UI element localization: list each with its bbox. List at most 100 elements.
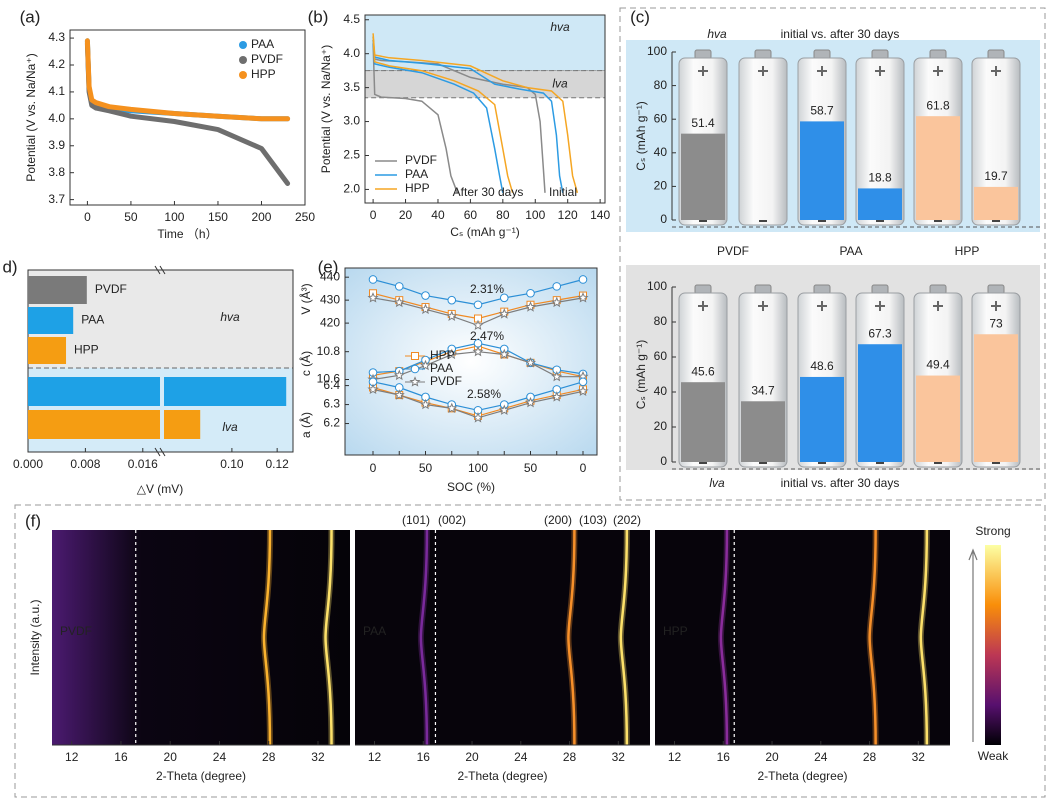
peak-label: (202) <box>613 513 641 527</box>
x-tick-label: 50 <box>419 461 433 475</box>
plot-frame <box>69 29 306 206</box>
y-axis-label: Potential (V vs. Na/Na⁺) <box>319 45 333 173</box>
x-tick-label: 140 <box>590 208 610 222</box>
peak <box>919 529 929 746</box>
marker <box>524 356 537 368</box>
x-tick-label: 150 <box>208 210 228 224</box>
y-tick-label: 20 <box>654 419 668 433</box>
marker <box>367 383 379 395</box>
subplot-title: initial vs. after 30 days <box>781 476 900 490</box>
value-label: 51.4 <box>691 116 715 130</box>
y-tick-label: 60 <box>654 111 668 125</box>
marker <box>526 288 535 298</box>
peak <box>262 529 272 746</box>
y-tick-label: 10.6 <box>317 372 341 386</box>
x-tick-label: 24 <box>514 750 528 764</box>
peak <box>868 529 877 746</box>
marker <box>578 377 588 387</box>
marker <box>367 292 379 303</box>
value-label: 34.7 <box>751 383 775 397</box>
panel-label: (b) <box>308 7 329 26</box>
x-tick-label: 24 <box>213 750 227 764</box>
x-axis-label: Cₛ (mAh g⁻¹) <box>450 225 519 239</box>
y-tick-label: 3.7 <box>48 192 65 206</box>
annotation: 2.58% <box>467 387 501 401</box>
marker <box>551 391 563 402</box>
legend-label: PAA <box>430 361 453 375</box>
region <box>364 70 606 99</box>
value-label: 49.4 <box>926 358 950 372</box>
panel-label: (e) <box>318 257 339 276</box>
bar <box>681 382 725 462</box>
annotation: 2.31% <box>470 282 504 296</box>
heatmap-label: PVDF <box>60 624 92 638</box>
marker <box>368 275 378 284</box>
marker <box>499 293 509 303</box>
legend-label: HPP <box>405 181 430 195</box>
y-tick-label: 40 <box>654 145 668 159</box>
legend-marker <box>411 352 419 360</box>
value-label: 19.7 <box>984 169 1008 183</box>
y-tick-label: 2.0 <box>343 182 360 196</box>
x-tick-label: 32 <box>612 750 626 764</box>
marker <box>498 308 510 319</box>
peak <box>419 529 429 746</box>
marker <box>446 402 458 414</box>
battery-plus <box>817 301 827 311</box>
legend-marker <box>409 376 421 387</box>
x-tick-label: 40 <box>431 208 445 222</box>
battery-plus <box>758 66 768 76</box>
legend-marker <box>410 364 420 374</box>
x-tick-label: 20 <box>164 750 178 764</box>
x-tick-label: 12 <box>668 750 682 764</box>
peak-label: (200) <box>544 513 572 527</box>
y-tick-label: 6.4 <box>323 378 340 392</box>
peak <box>567 529 576 746</box>
x-tick-label: 0.10 <box>220 457 244 471</box>
bar <box>28 337 67 364</box>
subplot-label: hva <box>707 27 727 41</box>
x-tick-label: 24 <box>814 750 828 764</box>
x-axis-label: 2-Theta (degree) <box>757 769 847 783</box>
series-line <box>372 40 546 193</box>
bar <box>974 186 1018 220</box>
marker <box>498 404 510 415</box>
panel-c-box <box>619 7 1046 501</box>
marker <box>473 300 483 310</box>
legend-label: PVDF <box>251 52 283 66</box>
marker <box>419 303 432 315</box>
marker <box>472 345 484 357</box>
battery-plus <box>875 66 885 76</box>
x-tick-label: 16 <box>114 750 128 764</box>
bar <box>916 375 960 462</box>
group-label: hva <box>220 310 240 324</box>
subplot-label: lva <box>709 476 725 490</box>
legend-marker <box>239 56 247 64</box>
y-tick-label: 3.9 <box>48 138 65 152</box>
y-axis-label: c (Å) <box>298 351 313 376</box>
peak-label: (101) <box>402 513 430 527</box>
battery-body <box>738 57 788 226</box>
x-tick-label: 12 <box>65 750 79 764</box>
x-tick-label: 16 <box>417 750 431 764</box>
battery-plus <box>991 301 1001 311</box>
legend-label: HPP <box>430 348 455 362</box>
bar <box>800 121 844 220</box>
y-tick-label: 3.5 <box>343 80 360 94</box>
y-tick-label: 10.8 <box>317 344 341 358</box>
colorbar-arrow <box>968 548 978 742</box>
battery-plus <box>698 66 708 76</box>
y-tick-label: 40 <box>654 384 668 398</box>
y-tick-label: 60 <box>654 349 668 363</box>
y-tick-label: 4.0 <box>48 111 65 125</box>
y-tick-label: 420 <box>320 315 340 329</box>
bar-label: PAA <box>81 313 104 327</box>
bar <box>164 377 287 406</box>
value-label: 45.6 <box>691 364 715 378</box>
x-tick-label: 120 <box>558 208 578 222</box>
battery-body <box>971 57 1021 226</box>
x-tick-label: 28 <box>262 750 276 764</box>
annotation: After 30 days <box>453 185 524 199</box>
y-tick-label: 100 <box>647 279 667 293</box>
battery-plus <box>875 301 885 311</box>
